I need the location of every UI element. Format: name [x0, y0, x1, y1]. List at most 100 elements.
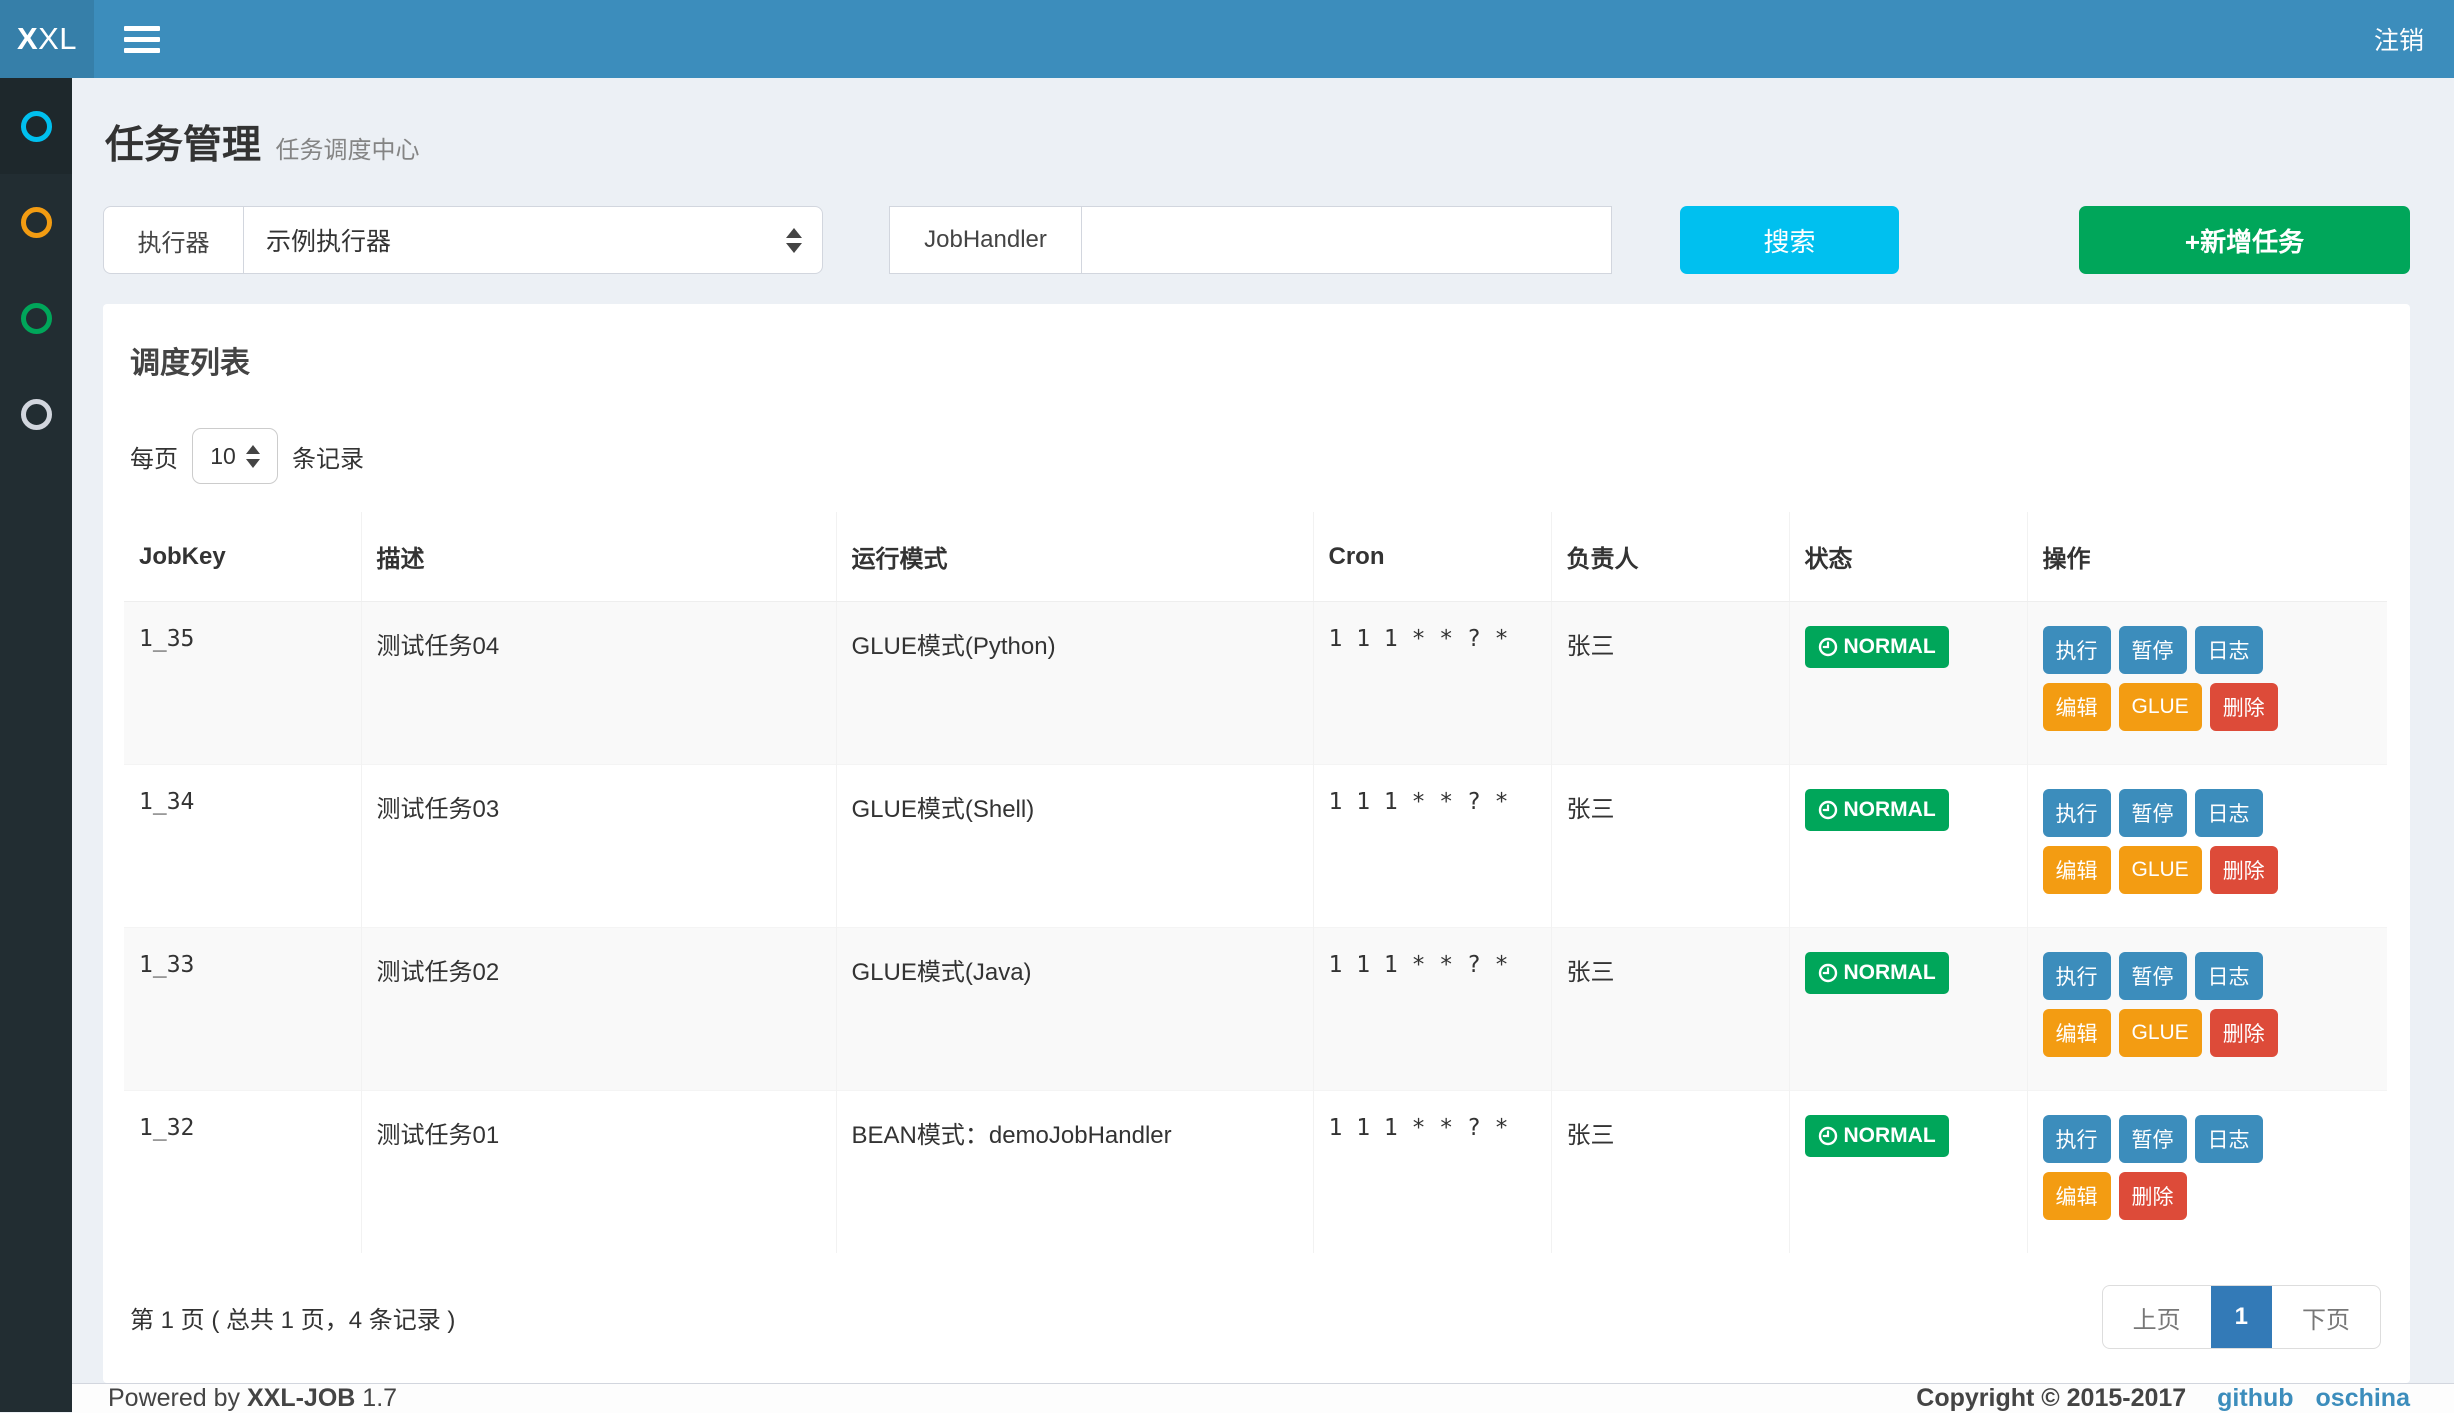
logo-text-bold: X [16, 21, 39, 56]
col-jobkey: JobKey [124, 512, 361, 602]
table-row: 1_34 测试任务03 GLUE模式(Shell) 1 1 1 * * ? * … [124, 764, 2387, 928]
table-row: 1_32 测试任务01 BEAN模式：demoJobHandler 1 1 1 … [124, 1090, 2387, 1253]
delete-button[interactable]: 删除 [2209, 846, 2278, 894]
run-button[interactable]: 执行 [2042, 626, 2111, 674]
edit-button[interactable]: 编辑 [2042, 683, 2111, 731]
sidebar-nav [0, 78, 72, 1412]
circle-icon [20, 398, 52, 430]
footer-links: github oschina [2217, 1384, 2410, 1413]
navbar-body: 注销 [94, 0, 2454, 78]
sidebar-item-3[interactable] [0, 366, 72, 462]
logo-text-rest: XL [38, 21, 78, 56]
cell-owner: 张三 [1550, 927, 1789, 1091]
status-text: NORMAL [1843, 1124, 1936, 1147]
jobhandler-input[interactable] [1082, 206, 1612, 274]
glue-button[interactable]: GLUE [2118, 1009, 2202, 1057]
action-button-line: 编辑 删除 [2042, 1172, 2373, 1229]
run-button[interactable]: 执行 [2042, 1115, 2111, 1163]
page-size-value: 10 [210, 442, 236, 469]
cell-jobkey: 1_32 [124, 1090, 361, 1253]
action-button-line: 编辑 GLUE 删除 [2042, 846, 2373, 903]
sidebar-item-1[interactable] [0, 174, 72, 270]
next-page-button[interactable]: 下页 [2302, 1306, 2350, 1334]
status-badge: NORMAL [1804, 789, 1949, 831]
footer-powered: Powered by XXL-JOB 1.7 [108, 1384, 397, 1413]
status-text: NORMAL [1843, 798, 1936, 821]
cell-owner: 张三 [1550, 1090, 1789, 1253]
cell-description: 测试任务03 [360, 764, 836, 928]
jobhandler-label: JobHandler [889, 206, 1082, 274]
current-page-button[interactable]: 1 [2210, 1286, 2272, 1348]
log-button[interactable]: 日志 [2194, 626, 2263, 674]
sidebar-item-0[interactable] [0, 78, 72, 174]
status-text: NORMAL [1843, 961, 1936, 984]
cell-jobkey: 1_35 [124, 601, 361, 765]
executor-select[interactable]: 示例执行器 [243, 206, 823, 274]
log-button[interactable]: 日志 [2194, 789, 2263, 837]
search-button[interactable]: 搜索 [1680, 206, 1899, 274]
log-button[interactable]: 日志 [2194, 952, 2263, 1000]
circle-icon [20, 302, 52, 334]
edit-button[interactable]: 编辑 [2042, 846, 2111, 894]
top-navbar: X XL 注销 [0, 0, 2454, 78]
glue-button[interactable]: GLUE [2118, 846, 2202, 894]
delete-button[interactable]: 删除 [2118, 1172, 2187, 1220]
pause-button[interactable]: 暂停 [2118, 952, 2187, 1000]
executor-filter-group: 执行器 示例执行器 [103, 206, 823, 274]
glue-button[interactable]: GLUE [2118, 683, 2202, 731]
schedule-list-panel: 调度列表 每页 10 条记录 Job [103, 304, 2410, 1383]
powered-by-text: Powered by [108, 1384, 241, 1412]
page-header: 任务管理 任务调度中心 [105, 114, 2410, 170]
clock-icon [1818, 637, 1837, 657]
pause-button[interactable]: 暂停 [2118, 626, 2187, 674]
log-button[interactable]: 日志 [2194, 1115, 2263, 1163]
pause-button[interactable]: 暂停 [2118, 1115, 2187, 1163]
content-area: 任务管理 任务调度中心 执行器 示例执行器 JobHandler 搜索 +新增任 [72, 78, 2454, 1383]
delete-button[interactable]: 删除 [2209, 683, 2278, 731]
clock-icon [1818, 963, 1837, 983]
footer-copyright: Copyright © 2015-2017 github oschina [1916, 1384, 2410, 1413]
page-size-select[interactable]: 10 [192, 428, 278, 484]
prev-page-button[interactable]: 上页 [2132, 1306, 2181, 1334]
cell-actions: 执行 暂停 日志编辑 GLUE 删除 [2026, 927, 2387, 1091]
cell-status: NORMAL [1788, 1090, 2027, 1253]
action-button-line: 执行 暂停 日志 [2042, 1115, 2373, 1172]
cell-cron: 1 1 1 * * ? * [1312, 601, 1551, 765]
cell-status: NORMAL [1788, 601, 2027, 765]
cell-owner: 张三 [1550, 764, 1789, 928]
pagination-info: 第 1 页 ( 总共 1 页，4 条记录 ) [130, 1306, 456, 1334]
cell-description: 测试任务01 [360, 1090, 836, 1253]
add-job-button[interactable]: +新增任务 [2079, 206, 2410, 274]
run-button[interactable]: 执行 [2042, 789, 2111, 837]
cell-actions: 执行 暂停 日志编辑 GLUE 删除 [2026, 601, 2387, 765]
action-button-line: 编辑 GLUE 删除 [2042, 683, 2373, 740]
col-owner: 负责人 [1550, 512, 1789, 602]
edit-button[interactable]: 编辑 [2042, 1172, 2111, 1220]
delete-button[interactable]: 删除 [2209, 1009, 2278, 1057]
footer: Powered by XXL-JOB 1.7 Copyright © 2015-… [72, 1383, 2454, 1413]
logout-link[interactable]: 注销 [2373, 27, 2424, 55]
right-column: 任务管理 任务调度中心 执行器 示例执行器 JobHandler 搜索 +新增任 [72, 78, 2454, 1413]
run-button[interactable]: 执行 [2042, 952, 2111, 1000]
page-title: 任务管理 [105, 124, 262, 167]
edit-button[interactable]: 编辑 [2042, 1009, 2111, 1057]
pause-button[interactable]: 暂停 [2118, 789, 2187, 837]
cell-run-mode: GLUE模式(Shell) [835, 764, 1313, 928]
select-stepper-icon [245, 444, 260, 468]
circle-icon [20, 206, 52, 238]
cell-actions: 执行 暂停 日志 编辑 删除 [2026, 1090, 2387, 1253]
cell-owner: 张三 [1550, 601, 1789, 765]
filter-toolbar: 执行器 示例执行器 JobHandler 搜索 +新增任务 [103, 206, 2410, 274]
clock-icon [1818, 1126, 1837, 1146]
cell-jobkey: 1_33 [124, 927, 361, 1091]
table-row: 1_35 测试任务04 GLUE模式(Python) 1 1 1 * * ? *… [124, 601, 2387, 765]
executor-select-value: 示例执行器 [266, 228, 392, 256]
app-logo[interactable]: X XL [0, 0, 94, 78]
sidebar-toggle-icon[interactable] [124, 25, 160, 53]
oschina-link[interactable]: oschina [2315, 1384, 2410, 1412]
col-description: 描述 [360, 512, 836, 602]
cell-jobkey: 1_34 [124, 764, 361, 928]
github-link[interactable]: github [2217, 1384, 2294, 1412]
table-header-row: JobKey 描述 运行模式 Cron 负责人 状态 操作 [124, 512, 2387, 602]
sidebar-item-2[interactable] [0, 270, 72, 366]
